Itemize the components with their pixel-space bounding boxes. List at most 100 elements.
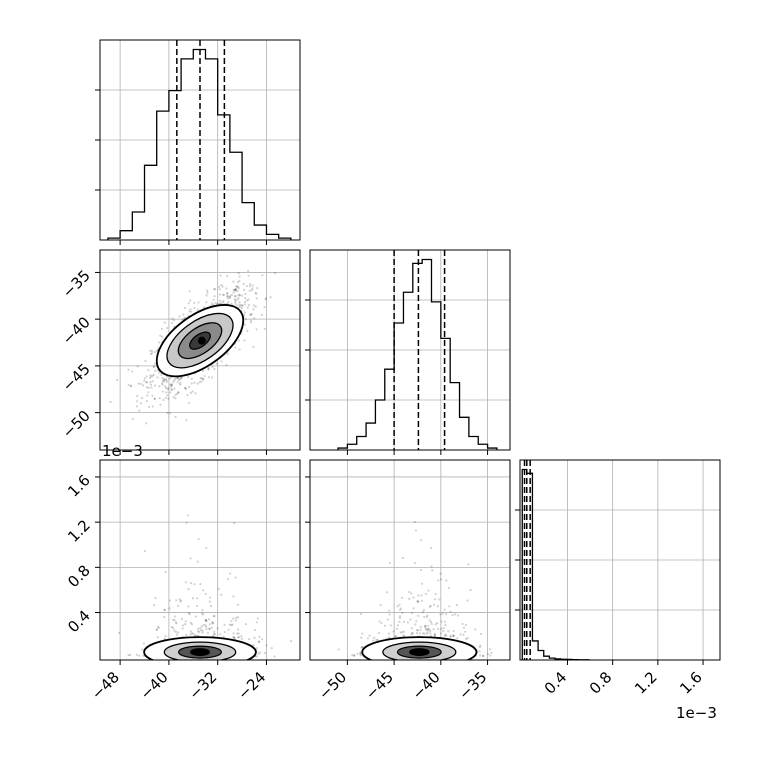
scatter-point [455,604,459,607]
scatter-point [433,598,437,601]
scatter-point [387,632,391,635]
scatter-point [255,621,258,624]
scatter-point [175,622,178,625]
scatter-point [366,637,370,640]
scatter-point [439,613,442,616]
scatter-point [427,589,430,592]
scatter-point [236,289,239,292]
scatter-point [149,349,152,352]
scatter-point [175,633,179,637]
scatter-point [448,605,451,608]
scatter-point [426,614,429,617]
scatter-point [243,303,246,306]
scatter-point [413,520,416,524]
scatter-point [243,297,247,300]
scatter-point [252,345,255,348]
scatter-point [225,364,228,367]
scatter-point [203,374,206,378]
scatter-point [201,631,204,634]
offset-label-p3-y: 1e−3 [102,442,143,460]
scatter-point [205,301,208,304]
scatter-point [415,631,419,635]
scatter-point [163,380,166,383]
scatter-point [412,596,415,599]
scatter-point [490,651,493,654]
scatter-point [420,599,424,602]
scatter-point [176,392,179,395]
scatter-point [206,289,209,292]
scatter-point [161,390,164,393]
scatter-point [443,634,446,637]
scatter-point [378,631,381,635]
scatter-point [165,380,169,384]
scatter-point [179,600,182,603]
panel-frame [99,459,301,661]
scatter-point [178,315,181,318]
scatter-point [164,635,167,638]
scatter-point [234,287,237,291]
scatter-point [205,546,208,550]
scatter-point [246,299,249,302]
scatter-point [230,623,233,627]
scatter-point [230,293,233,297]
scatter-point [243,311,246,314]
scatter-point [375,638,378,642]
scatter-point [261,274,264,277]
scatter-point [170,625,174,629]
scatter-point [201,369,205,372]
scatter-point [218,285,221,288]
scatter-point [253,636,256,639]
scatter-point [136,394,139,398]
scatter-point [158,397,161,400]
scatter-point [217,302,220,305]
scatter-point [232,636,236,639]
scatter-point [219,274,222,277]
scatter-point [456,614,460,617]
scatter-point [263,327,266,330]
scatter-point [387,636,391,639]
scatter-point [236,632,239,635]
scatter-point [463,630,467,633]
scatter-point [194,392,197,395]
scatter-point [184,623,187,626]
scatter-point [158,371,161,374]
scatter-point [163,609,166,612]
scatter-point [189,621,192,624]
scatter-point [153,350,156,354]
scatter-point [143,549,147,553]
scatter-point [236,304,239,307]
scatter-point [435,622,439,625]
scatter-point [417,594,420,597]
scatter-point [414,623,417,626]
scatter-point [420,594,423,597]
scatter-point [151,394,154,397]
scatter-point [478,650,481,653]
scatter-point [444,633,447,636]
scatter-point [166,394,169,397]
scatter-point [376,638,379,641]
scatter-point [401,611,404,614]
scatter-point [383,624,387,627]
scatter-point [161,383,164,386]
scatter-point [252,304,255,307]
scatter-point [249,314,252,317]
scatter-point [245,284,249,288]
scatter-point [226,297,229,300]
scatter-point [191,597,195,600]
scatter-point [233,289,237,292]
scatter-point [118,631,121,634]
scatter-point [152,604,156,607]
scatter-point [238,293,241,296]
scatter-point [160,327,164,330]
scatter-point [151,374,154,377]
scatter-point [135,653,139,656]
scatter-point [180,617,184,621]
scatter-point [164,385,167,388]
scatter-point [147,369,150,372]
scatter-point [422,608,426,612]
scatter-point [127,653,130,657]
scatter-point [438,598,441,601]
scatter-point [423,632,426,635]
scatter-point [233,295,236,298]
scatter-point [179,599,183,602]
